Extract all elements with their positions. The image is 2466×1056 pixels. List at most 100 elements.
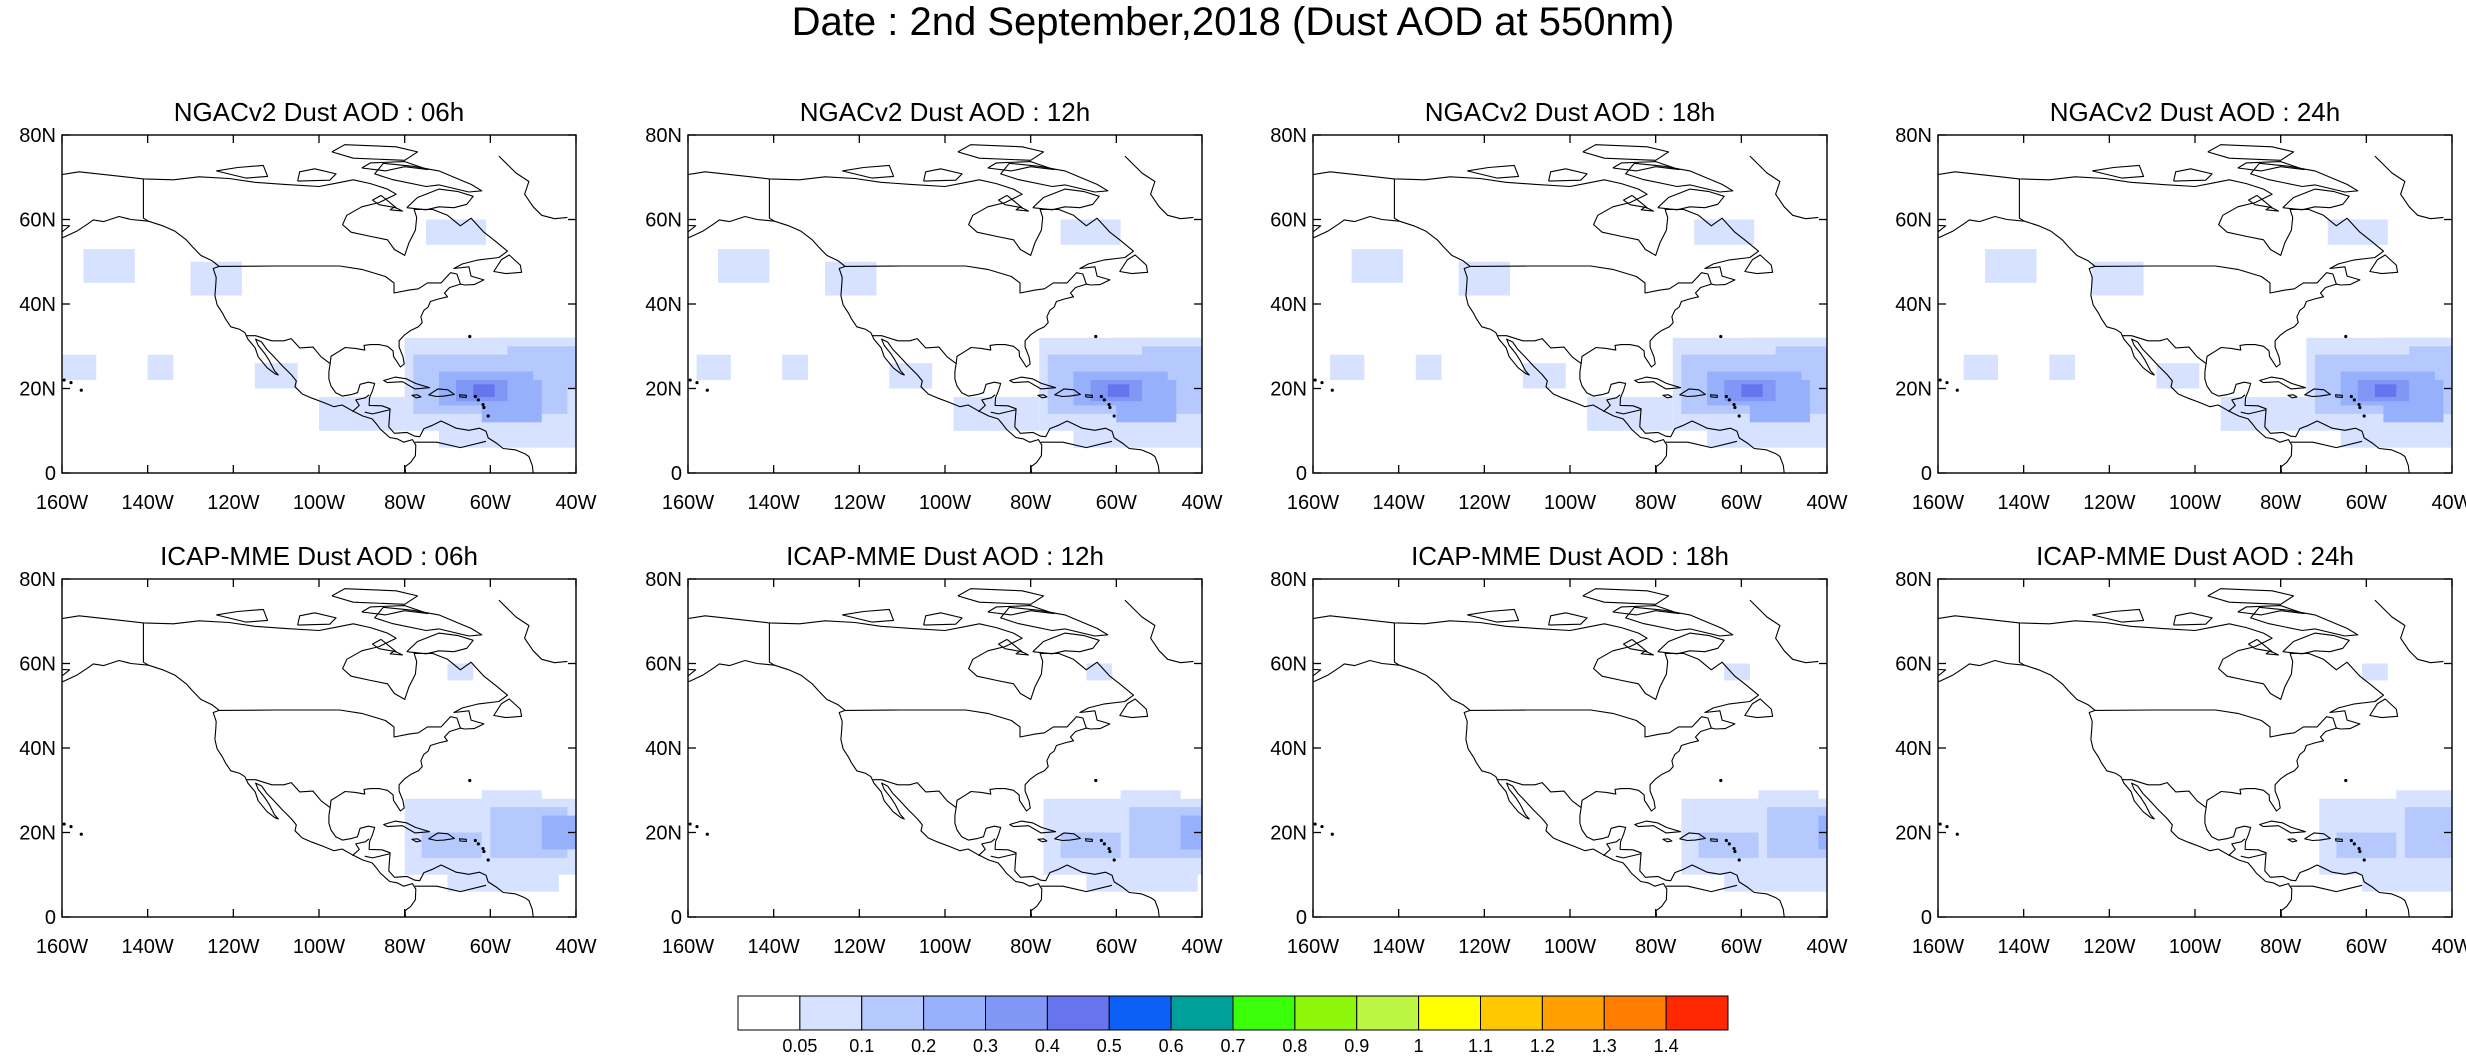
colorbar-label: 1.4 [1654,1036,1679,1056]
lon-tick-label: 140W [1998,936,2050,958]
dust-patch [2049,354,2076,381]
lat-tick-label: 60N [1895,654,1932,676]
coastlines [1313,144,1819,473]
lat-tick-label: 20N [645,823,682,845]
colorbar-bin [1603,995,1667,1031]
lat-tick-label: 40N [19,294,56,316]
lat-tick-label: 80N [1270,569,1307,591]
dust-patch [717,249,770,283]
colorbar-bin [1356,995,1420,1031]
panel-title: NGACv2 Dust AOD : 06h [174,97,464,127]
lon-tick-label: 120W [207,492,259,514]
lon-tick-label: 160W [662,492,714,514]
lat-tick-label: 0 [45,463,56,485]
dust-aod-field [2319,663,2466,892]
colorbar-label: 0.2 [911,1036,936,1056]
dust-patch [2340,422,2452,448]
lat-tick-label: 80N [645,569,682,591]
lat-tick-label: 80N [1895,125,1932,147]
colorbar-bin [1480,995,1543,1031]
coastlines [62,588,568,917]
colorbar-bin [737,995,801,1031]
dust-aod-field [1681,663,1827,892]
lon-tick-label: 60W [470,492,511,514]
lat-tick-label: 20N [1895,379,1932,401]
colorbar-label: 0.4 [1035,1036,1060,1056]
colorbar-label: 0.05 [782,1036,817,1056]
panel-title: ICAP-MME Dust AOD : 12h [786,541,1104,571]
colorbar-bin [1170,995,1234,1031]
colorbar-bin [1541,995,1605,1031]
dust-patch [319,396,405,431]
lon-tick-label: 160W [36,492,88,514]
map-panel-4: NGACv2 Dust AOD : 24h 160W 140W 120W 100W 80W… [1895,97,2466,514]
coastlines [1938,144,2444,473]
dust-aod-field [1963,219,2452,448]
colorbar-label: 1 [1414,1036,1424,1056]
map-panel-2: NGACv2 Dust AOD : 12h 160W 140W 120W 100W 80W… [645,97,1222,514]
lon-tick-label: 140W [748,492,800,514]
colorbar-bin [923,995,986,1031]
dust-patch [889,363,933,389]
lat-tick-label: 80N [1270,125,1307,147]
lon-tick-label: 40W [555,492,596,514]
lon-tick-label: 60W [1721,492,1762,514]
lat-tick-label: 40N [1895,738,1932,760]
lat-tick-label: 60N [1270,654,1307,676]
lat-tick-label: 80N [645,125,682,147]
dust-patch [481,790,542,808]
dust-patch [2362,663,2388,681]
dust-patch [1587,396,1673,431]
dust-patch [1120,790,1181,808]
lon-tick-label: 120W [2083,936,2135,958]
lon-tick-label: 160W [1287,492,1339,514]
dust-patch [1758,790,1819,808]
colorbar-bin [985,995,1048,1031]
dust-patch [447,663,474,681]
lon-tick-label: 100W [919,936,971,958]
lon-tick-label: 140W [1373,492,1425,514]
lat-tick-label: 40N [19,738,56,760]
lon-tick-label: 80W [2260,492,2301,514]
lat-tick-label: 0 [1921,463,1932,485]
coastlines [688,588,1194,917]
colorbar-label: 0.5 [1097,1036,1122,1056]
map-panel-5: ICAP-MME Dust AOD : 06h 160W 140W 120W 100W 8… [19,541,596,958]
panel-title: NGACv2 Dust AOD : 18h [1425,97,1715,127]
dust-patch [2092,261,2144,296]
lon-tick-label: 60W [2346,492,2387,514]
lon-tick-label: 40W [1181,492,1222,514]
lat-tick-label: 60N [645,210,682,232]
dust-patch [1741,384,1763,397]
panel-title: NGACv2 Dust AOD : 24h [2050,97,2340,127]
map-panel-7: ICAP-MME Dust AOD : 18h 160W 140W 120W 100W 8… [1270,541,1847,958]
lon-tick-label: 100W [293,492,345,514]
lat-tick-label: 40N [1270,738,1307,760]
lat-tick-label: 0 [671,463,682,485]
colorbar-label: 0.6 [1159,1036,1184,1056]
lon-tick-label: 80W [1635,492,1676,514]
lat-tick-label: 20N [645,379,682,401]
lat-tick-label: 0 [45,907,56,929]
coastlines [688,144,1194,473]
dust-patch [1694,219,1755,245]
lon-tick-label: 40W [2431,492,2466,514]
lon-tick-label: 160W [36,936,88,958]
lon-tick-label: 60W [2346,936,2387,958]
lat-tick-label: 60N [19,210,56,232]
colorbar-bin [1294,995,1358,1031]
colorbar: 0.05 0.1 0.2 0.3 0.4 0.5 0.6 0.7 0.8 0.9 1 1.1 1.2 1.… [737,995,1729,1056]
colorbar-label: 1.2 [1530,1036,1555,1056]
lon-tick-label: 160W [1287,936,1339,958]
lat-tick-label: 40N [645,738,682,760]
lon-tick-label: 40W [1806,936,1847,958]
dust-patch [825,261,877,296]
lon-tick-label: 100W [293,936,345,958]
lon-tick-label: 120W [833,492,885,514]
lat-tick-label: 0 [1921,907,1932,929]
lat-tick-label: 20N [19,379,56,401]
dust-patch [447,866,559,892]
dust-patch [2456,816,2466,850]
lat-tick-label: 40N [1270,294,1307,316]
